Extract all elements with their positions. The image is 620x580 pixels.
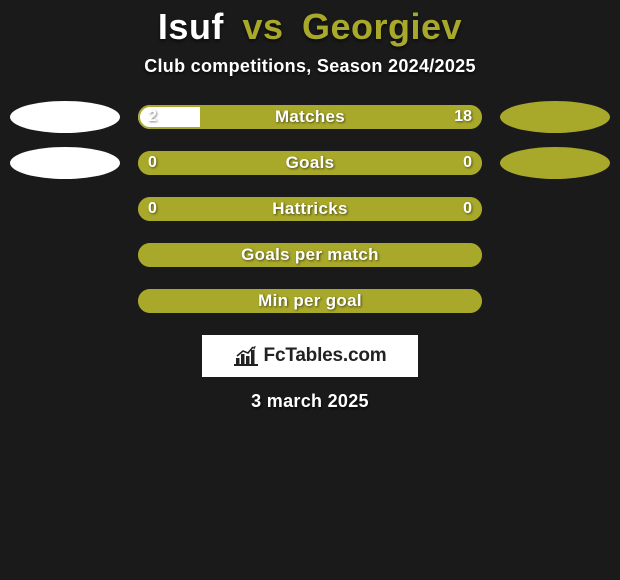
stat-row: 00Goals: [0, 151, 620, 175]
stat-label: Goals per match: [138, 243, 482, 267]
player2-name: Georgiev: [302, 6, 462, 47]
stat-row: Goals per match: [0, 243, 620, 267]
stat-bar: 00Goals: [138, 151, 482, 175]
footer-date: 3 march 2025: [0, 391, 620, 412]
stat-row: 00Hattricks: [0, 197, 620, 221]
chart-container: Isuf vs Georgiev Club competitions, Seas…: [0, 0, 620, 580]
player1-name: Isuf: [158, 6, 224, 47]
stat-bar: Goals per match: [138, 243, 482, 267]
stat-bar: 00Hattricks: [138, 197, 482, 221]
stat-bar: Min per goal: [138, 289, 482, 313]
stat-row: 218Matches: [0, 105, 620, 129]
stat-label: Matches: [138, 105, 482, 129]
logo-box: FcTables.com: [202, 335, 418, 377]
stat-row: Min per goal: [0, 289, 620, 313]
vs-text: vs: [242, 6, 283, 47]
stat-bar: 218Matches: [138, 105, 482, 129]
player2-oval: [500, 101, 610, 133]
subtitle: Club competitions, Season 2024/2025: [0, 56, 620, 77]
stat-label: Hattricks: [138, 197, 482, 221]
stat-rows: 218Matches 00Goals 00Hattricks Goals per ma…: [0, 105, 620, 313]
player2-oval: [500, 147, 610, 179]
chart-icon: [234, 346, 258, 366]
logo-text: FcTables.com: [264, 345, 387, 367]
page-title: Isuf vs Georgiev: [0, 6, 620, 48]
stat-label: Goals: [138, 151, 482, 175]
player1-oval: [10, 101, 120, 133]
stat-label: Min per goal: [138, 289, 482, 313]
player1-oval: [10, 147, 120, 179]
